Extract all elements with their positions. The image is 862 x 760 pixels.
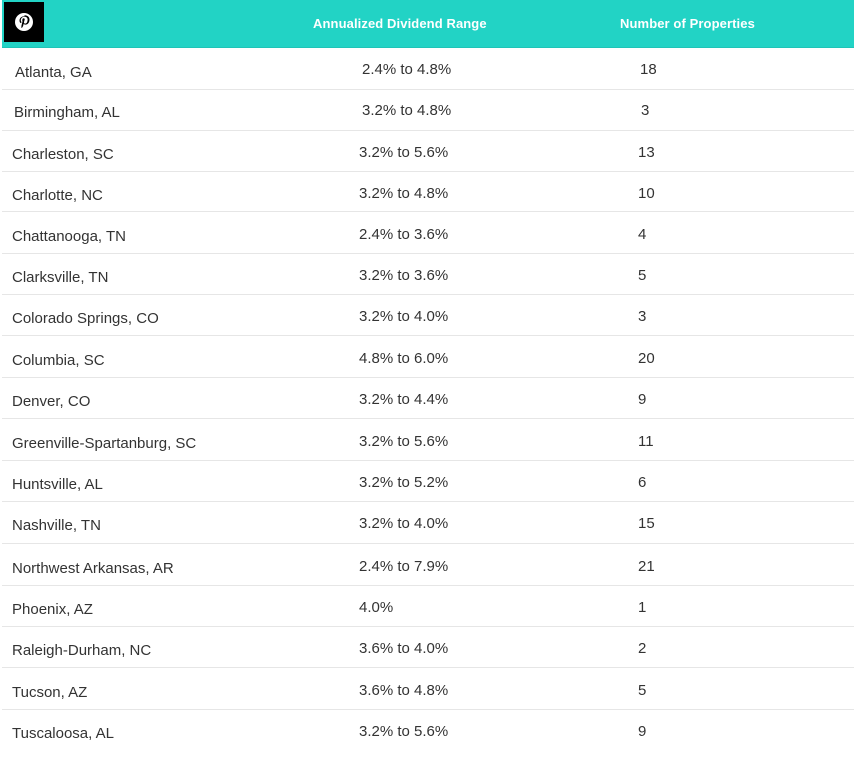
count-cell: 2 — [638, 640, 647, 657]
count-cell: 21 — [638, 558, 655, 575]
city-cell: Clarksville, TN — [12, 269, 109, 286]
count-cell: 4 — [638, 226, 647, 243]
table-row: Nashville, TN 3.2% to 4.0% 15 — [2, 502, 854, 544]
city-cell: Charlotte, NC — [12, 187, 103, 204]
city-cell: Greenville-Spartanburg, SC — [12, 435, 197, 452]
table-row: Tuscaloosa, AL 3.2% to 5.6% 9 — [2, 710, 854, 751]
range-cell: 2.4% to 4.8% — [362, 61, 452, 78]
range-cell: 3.2% to 5.6% — [359, 144, 449, 161]
dividend-table: Annualized Dividend Range Number of Prop… — [2, 0, 854, 751]
count-cell: 11 — [638, 433, 654, 450]
count-cell: 15 — [638, 515, 655, 532]
count-cell: 9 — [638, 391, 647, 408]
city-cell: Northwest Arkansas, AR — [12, 560, 174, 577]
city-cell: Tucson, AZ — [12, 684, 88, 701]
city-cell: Birmingham, AL — [14, 104, 120, 121]
table-row: Denver, CO 3.2% to 4.4% 9 — [2, 378, 854, 419]
header-dividend-range: Annualized Dividend Range — [313, 16, 487, 31]
city-cell: Chattanooga, TN — [12, 228, 126, 245]
range-cell: 3.2% to 4.8% — [359, 185, 449, 202]
table-row: Phoenix, AZ 4.0% 1 — [2, 586, 854, 627]
range-cell: 3.2% to 4.8% — [362, 102, 452, 119]
pinterest-button[interactable] — [4, 2, 44, 42]
table-body: Atlanta, GA 2.4% to 4.8% 18 Birmingham, … — [2, 49, 854, 751]
range-cell: 3.2% to 5.2% — [359, 474, 449, 491]
city-cell: Phoenix, AZ — [12, 601, 93, 618]
count-cell: 18 — [640, 61, 657, 78]
table-row: Northwest Arkansas, AR 2.4% to 7.9% 21 — [2, 544, 854, 586]
count-cell: 3 — [641, 102, 650, 119]
table-row: Raleigh-Durham, NC 3.6% to 4.0% 2 — [2, 627, 854, 668]
count-cell: 3 — [638, 308, 647, 325]
city-cell: Columbia, SC — [12, 352, 105, 369]
range-cell: 2.4% to 7.9% — [359, 558, 449, 575]
range-cell: 3.2% to 4.4% — [359, 391, 449, 408]
city-cell: Nashville, TN — [12, 517, 101, 534]
table-row: Columbia, SC 4.8% to 6.0% 20 — [2, 336, 854, 378]
header-property-count: Number of Properties — [620, 16, 755, 31]
table-row: Colorado Springs, CO 3.2% to 4.0% 3 — [2, 295, 854, 336]
table-row: Tucson, AZ 3.6% to 4.8% 5 — [2, 668, 854, 710]
table-row: Clarksville, TN 3.2% to 3.6% 5 — [2, 254, 854, 295]
table-row: Greenville-Spartanburg, SC 3.2% to 5.6% … — [2, 419, 854, 461]
table-row: Charlotte, NC 3.2% to 4.8% 10 — [2, 172, 854, 212]
city-cell: Denver, CO — [12, 393, 91, 410]
count-cell: 13 — [638, 144, 655, 161]
range-cell: 3.2% to 3.6% — [359, 267, 449, 284]
table-header: Annualized Dividend Range Number of Prop… — [2, 0, 854, 48]
city-cell: Raleigh-Durham, NC — [12, 642, 152, 659]
city-cell: Huntsville, AL — [12, 476, 103, 493]
range-cell: 4.8% to 6.0% — [359, 350, 449, 367]
city-cell: Atlanta, GA — [15, 64, 92, 81]
count-cell: 6 — [638, 474, 647, 491]
table-row: Huntsville, AL 3.2% to 5.2% 6 — [2, 461, 854, 502]
range-cell: 3.2% to 4.0% — [359, 515, 449, 532]
range-cell: 3.6% to 4.8% — [359, 682, 449, 699]
table-row: Charleston, SC 3.2% to 5.6% 13 — [2, 131, 854, 172]
range-cell: 4.0% — [359, 599, 394, 616]
count-cell: 9 — [638, 723, 647, 740]
range-cell: 3.2% to 4.0% — [359, 308, 449, 325]
range-cell: 3.2% to 5.6% — [359, 723, 449, 740]
city-cell: Charleston, SC — [12, 146, 114, 163]
count-cell: 1 — [638, 599, 647, 616]
count-cell: 5 — [638, 682, 647, 699]
range-cell: 3.6% to 4.0% — [359, 640, 449, 657]
table-row: Atlanta, GA 2.4% to 4.8% 18 — [2, 49, 854, 90]
city-cell: Colorado Springs, CO — [12, 310, 159, 327]
city-cell: Tuscaloosa, AL — [12, 725, 115, 742]
pinterest-icon — [15, 13, 33, 31]
count-cell: 5 — [638, 267, 647, 284]
table-row: Chattanooga, TN 2.4% to 3.6% 4 — [2, 212, 854, 254]
table-row: Birmingham, AL 3.2% to 4.8% 3 — [2, 90, 854, 131]
range-cell: 3.2% to 5.6% — [359, 433, 449, 450]
range-cell: 2.4% to 3.6% — [359, 226, 449, 243]
count-cell: 20 — [638, 350, 655, 367]
count-cell: 10 — [638, 185, 655, 202]
